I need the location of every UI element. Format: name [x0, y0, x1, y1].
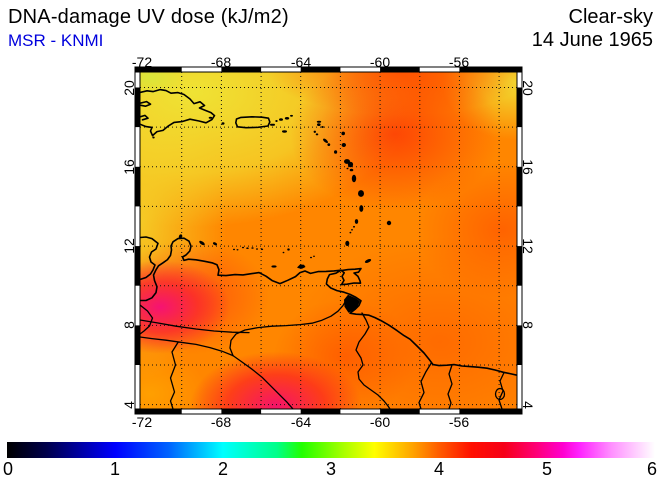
lon-tick-top: -68 — [210, 54, 232, 70]
uv-dose-field — [140, 72, 517, 409]
lat-tick-right: 12 — [520, 238, 536, 254]
lat-tick-left: 12 — [121, 238, 137, 254]
colorbar-tick: 3 — [325, 459, 337, 479]
colorbar-tick: 2 — [217, 459, 229, 479]
lat-tick-left: 16 — [121, 159, 137, 175]
lon-tick-bottom: -72 — [131, 414, 153, 430]
colorbar-tick: 6 — [646, 459, 658, 479]
lon-tick-bottom: -60 — [369, 414, 391, 430]
colorbar-tick: 0 — [2, 459, 14, 479]
lon-tick-top: -60 — [369, 54, 391, 70]
lon-tick-top: -64 — [290, 54, 312, 70]
lat-tick-right: 20 — [520, 80, 536, 96]
lon-tick-bottom: -68 — [210, 414, 232, 430]
lat-tick-right: 4 — [520, 401, 536, 409]
page-title: DNA-damage UV dose (kJ/m2) — [8, 6, 289, 28]
colorbar-tick: 1 — [109, 459, 121, 479]
condition-label: Clear-sky — [568, 6, 653, 28]
lon-tick-top: -72 — [131, 54, 153, 70]
colorbar-gradient — [7, 442, 655, 458]
lat-tick-right: 16 — [520, 159, 536, 175]
lat-tick-left: 8 — [121, 321, 137, 329]
colorbar-tick: 5 — [541, 459, 553, 479]
lat-tick-left: 20 — [121, 80, 137, 96]
lon-tick-bottom: -64 — [290, 414, 312, 430]
lon-tick-top: -56 — [448, 54, 470, 70]
lon-tick-bottom: -56 — [448, 414, 470, 430]
lat-tick-right: 8 — [520, 321, 536, 329]
colorbar-tick: 4 — [433, 459, 445, 479]
date-label: 14 June 1965 — [531, 29, 653, 51]
lat-tick-left: 4 — [121, 401, 137, 409]
source-label: MSR - KNMI — [8, 31, 104, 50]
